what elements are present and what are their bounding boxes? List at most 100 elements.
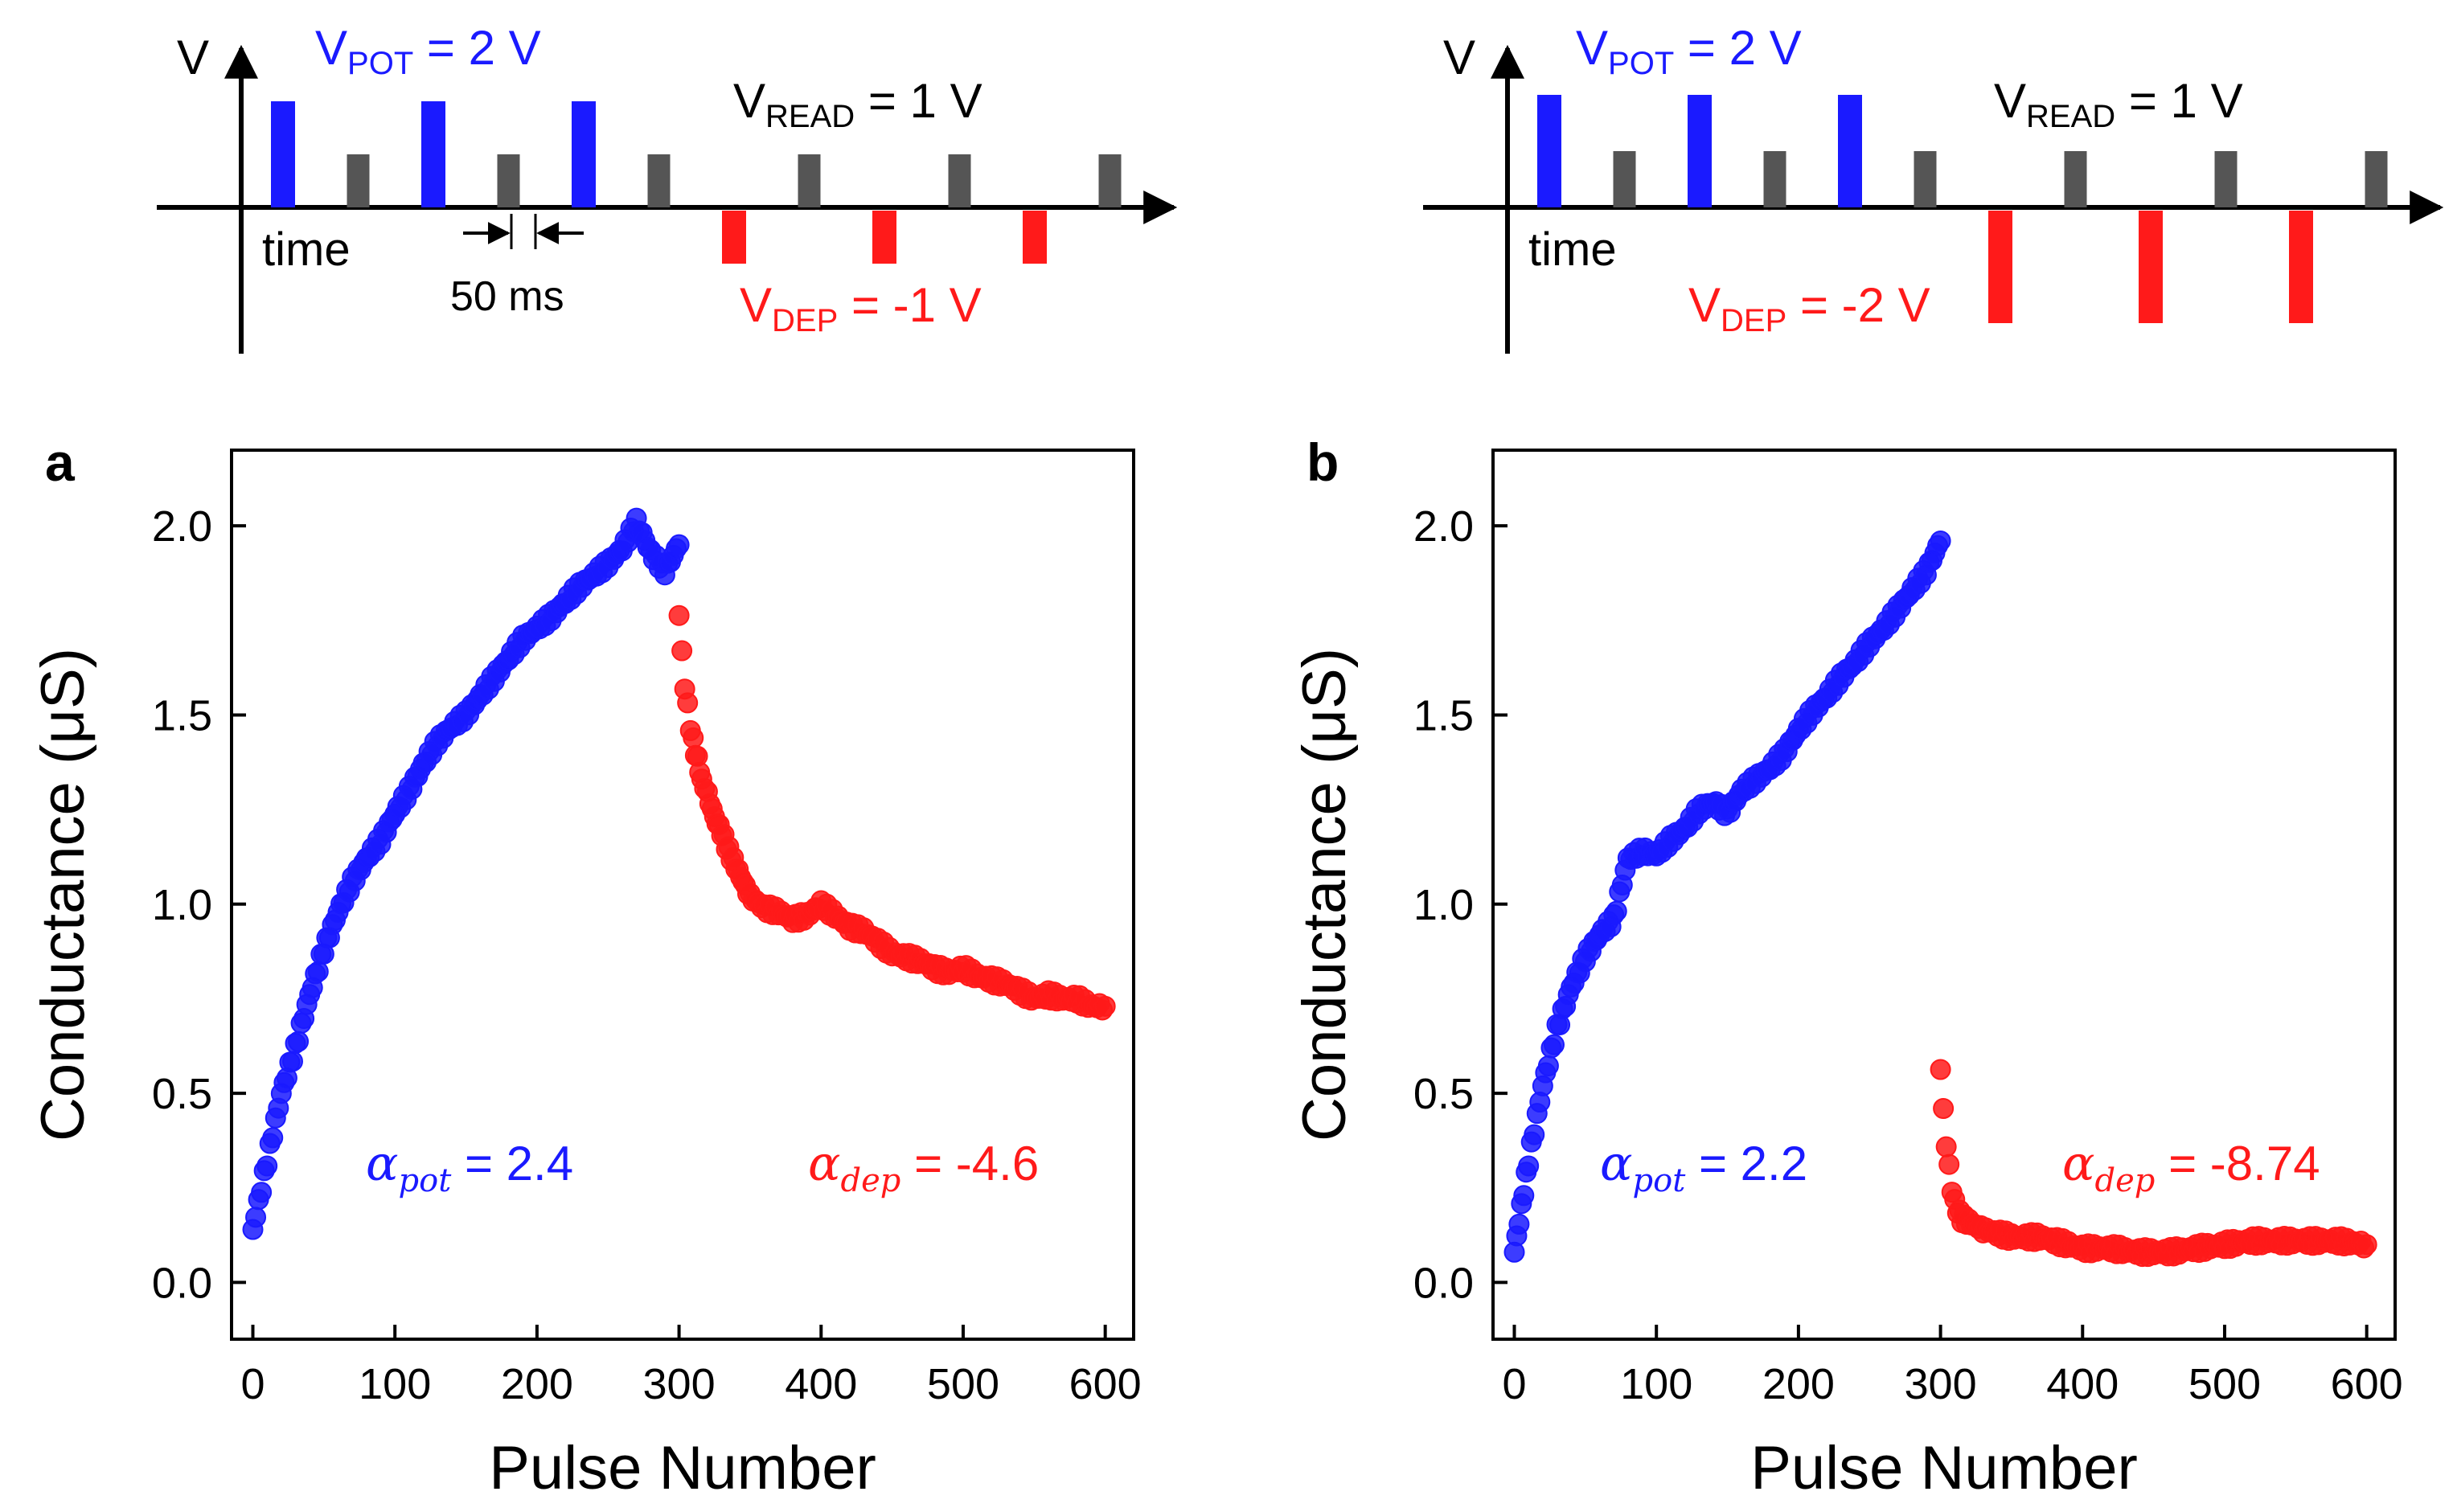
chart-b-potentiation-point <box>1518 1155 1540 1177</box>
chart-a-annotation-pot: αpot = 2.4 <box>366 1136 573 1199</box>
schematic-a-interval-label: 50 ms <box>450 273 564 320</box>
schematic-a-read-pulse <box>798 154 821 207</box>
chart-a-x-tick-label: 0 <box>240 1360 265 1408</box>
schematic-a-read-label: VREAD = 1 V <box>733 74 982 134</box>
chart-a-potentiation-point <box>251 1182 273 1203</box>
chart-b-depression-point <box>1933 1098 1955 1120</box>
chart-a-ticks: 0 100 200 300 400 500 600 0.0 0.5 1.0 1.5 2.0 <box>152 502 1142 1408</box>
schematic-b-read-label: VREAD = 1 V <box>1994 74 2243 134</box>
chart-a-potentiation-point <box>288 1031 310 1052</box>
chart-b-y-tick-label: 0.0 <box>1413 1259 1474 1307</box>
schematic-a-pot-pulse <box>572 101 596 207</box>
chart-b-x-tick-label: 100 <box>1620 1360 1692 1408</box>
schematic-b-pot-pulse <box>1688 95 1712 207</box>
chart-b-points <box>1503 530 2377 1268</box>
chart-a-x-tick-label: 200 <box>501 1360 573 1408</box>
chart-a-y-tick-label: 2.0 <box>152 502 212 551</box>
chart-a-frame <box>230 449 1135 1341</box>
chart-a-x-tick-label: 100 <box>359 1360 431 1408</box>
chart-b-potentiation-point <box>1508 1213 1530 1235</box>
chart-a-depression-point <box>671 640 693 662</box>
schematic-a-read-pulse <box>1098 154 1122 207</box>
chart-a-potentiation-point <box>245 1207 267 1228</box>
schematic-b: V time VPOT = 2 V VREAD = 1 V VDEP = -2 … <box>1423 21 2444 354</box>
chart-b-potentiation-point <box>1537 1055 1559 1076</box>
chart-b-depression-point <box>2356 1234 2377 1256</box>
schematic-b-pot-pulse <box>1537 95 1561 207</box>
chart-a-depression-point <box>677 692 699 714</box>
schematic-a-dep-pulse <box>722 211 746 264</box>
chart-a-depression-point <box>1094 995 1116 1017</box>
chart-a-y-tick-label: 1.5 <box>152 691 212 740</box>
schematic-b-read-pulse <box>2365 151 2388 207</box>
chart-a: a 0 100 200 300 400 500 600 0.0 0.5 1.0 1.5 2.0 Pul… <box>29 432 1142 1502</box>
schematic-a-v-label: V <box>177 31 209 84</box>
chart-a-ylabel: Conductance (μS) <box>29 648 97 1141</box>
chart-a-x-tick-label: 400 <box>785 1360 857 1408</box>
chart-b-y-tick-label: 1.5 <box>1413 691 1474 740</box>
chart-a-depression-point <box>668 604 690 626</box>
schematic-a-read-pulse <box>647 154 671 207</box>
schematic-b-read-pulse <box>1914 151 1937 207</box>
chart-b-y-tick-label: 2.0 <box>1413 502 1474 551</box>
schematic-b-pot-label: VPOT = 2 V <box>1576 21 1802 81</box>
schematic-a-read-pulse <box>948 154 971 207</box>
chart-a-points <box>242 507 1116 1240</box>
chart-a-y-tick-label: 1.0 <box>152 881 212 929</box>
schematic-b-pulses <box>1537 95 2388 323</box>
chart-a-x-tick-label: 300 <box>643 1360 716 1408</box>
schematic-b-read-pulse <box>1763 151 1786 207</box>
panel-label-a: a <box>45 432 76 492</box>
chart-b-x-tick-label: 500 <box>2188 1360 2261 1408</box>
chart-a-y-tick-label: 0.0 <box>152 1259 212 1307</box>
chart-b-depression-point <box>1930 1059 1951 1080</box>
chart-b-ticks: 0 100 200 300 400 500 600 0.0 0.5 1.0 1.5 2.0 <box>1413 502 2403 1408</box>
chart-b-x-tick-label: 0 <box>1502 1360 1526 1408</box>
interval-marker <box>463 214 584 249</box>
chart-b-ylabel: Conductance (μS) <box>1290 648 1359 1141</box>
chart-b-x-tick-label: 400 <box>2046 1360 2119 1408</box>
chart-b-x-tick-label: 300 <box>1905 1360 1977 1408</box>
schematic-b-read-pulse <box>2214 151 2238 207</box>
chart-a-potentiation-point <box>668 534 690 555</box>
chart-b-potentiation-point <box>1606 900 1627 922</box>
chart-a-potentiation-point <box>262 1127 284 1149</box>
schematic-a-dep-pulse <box>872 211 896 264</box>
chart-a-x-tick-label: 500 <box>927 1360 999 1408</box>
schematic-b-dep-pulse <box>2139 211 2163 323</box>
schematic-b-dep-label: VDEP = -2 V <box>1688 278 1930 338</box>
schematic-a-pot-label: VPOT = 2 V <box>315 21 541 81</box>
chart-b-potentiation-point <box>1524 1124 1545 1145</box>
chart-b-potentiation-point <box>1513 1185 1535 1207</box>
chart-b-y-tick-label: 0.5 <box>1413 1070 1474 1118</box>
chart-b-x-tick-label: 200 <box>1762 1360 1835 1408</box>
chart-b-annotation-pot: αpot = 2.2 <box>1600 1136 1807 1199</box>
chart-a-y-tick-label: 0.5 <box>152 1070 212 1118</box>
chart-a-x-tick-label: 600 <box>1069 1360 1142 1408</box>
chart-b-x-tick-label: 600 <box>2331 1360 2403 1408</box>
schematic-b-read-pulse <box>2064 151 2087 207</box>
chart-b-frame <box>1491 449 2397 1341</box>
chart-a-potentiation-point <box>256 1155 278 1177</box>
schematic-a-pulses <box>271 101 1122 264</box>
schematic-a-pot-pulse <box>421 101 445 207</box>
schematic-a-read-pulse <box>347 154 370 207</box>
chart-b-depression-point <box>1935 1136 1957 1158</box>
chart-b-potentiation-point <box>1930 530 1951 551</box>
schematic-b-v-label: V <box>1443 31 1475 84</box>
schematic-b-time-label: time <box>1528 223 1617 276</box>
schematic-a: V time VPOT = 2 V VREAD = 1 V VDEP = -1 … <box>157 21 1178 354</box>
panel-label-b: b <box>1306 432 1339 492</box>
chart-a-annotation-dep: αdep = -4.6 <box>808 1136 1039 1199</box>
schematic-a-read-pulse <box>497 154 520 207</box>
schematic-a-dep-label: VDEP = -1 V <box>740 278 982 338</box>
chart-b-potentiation-point <box>1543 1034 1565 1055</box>
schematic-a-pot-pulse <box>271 101 295 207</box>
chart-a-xlabel: Pulse Number <box>489 1434 876 1502</box>
chart-b-depression-point <box>1938 1153 1960 1175</box>
schematic-b-dep-pulse <box>1988 211 2012 323</box>
chart-b-annotation-dep: αdep = -8.74 <box>2062 1136 2320 1199</box>
schematic-b-dep-pulse <box>2289 211 2313 323</box>
chart-b-y-tick-label: 1.0 <box>1413 881 1474 929</box>
